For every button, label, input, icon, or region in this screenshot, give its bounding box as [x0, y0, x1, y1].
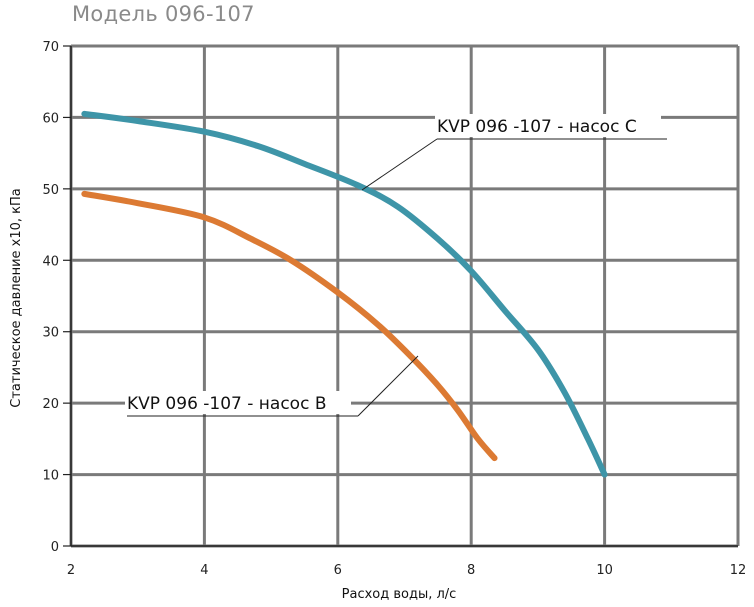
- y-axis-label: Статическое давление х10, кПа: [9, 188, 24, 408]
- series-line-0: [81, 110, 608, 478]
- y-tick-label: 20: [42, 397, 59, 412]
- annotation-bg: [435, 114, 661, 137]
- y-tick-label: 70: [42, 40, 59, 55]
- y-tick-label: 60: [42, 111, 59, 126]
- y-tick-label: 50: [42, 183, 59, 198]
- annotation-label: KVP 096 -107 - насос В: [127, 394, 327, 414]
- x-tick-label: 10: [596, 563, 613, 578]
- chart-title: Модель 096-107: [72, 2, 255, 26]
- y-tick-label: 30: [42, 326, 59, 341]
- annotation-label: KVP 096 -107 - насос С: [437, 117, 637, 137]
- tick-labels: 2 4 6 8 10 12 0 10 20 30 40 50 60 70: [42, 40, 746, 578]
- x-tick-label: 12: [730, 563, 747, 578]
- x-tick-label: 4: [200, 563, 208, 578]
- annotation-leader: [361, 138, 438, 191]
- y-tick-label: 0: [51, 540, 59, 555]
- x-axis-label: Расход воды, л/с: [342, 587, 457, 602]
- series-group: [81, 110, 608, 478]
- annotation-leader: [357, 355, 419, 417]
- series-line-1: [81, 190, 498, 462]
- x-tick-label: 6: [334, 563, 342, 578]
- x-tick-label: 2: [67, 563, 75, 578]
- annotations: KVP 096 -107 - насос С KVP 096 -107 - нас…: [125, 114, 667, 417]
- x-tick-label: 8: [467, 563, 475, 578]
- y-tick-label: 40: [42, 254, 59, 269]
- annotation-bg: [125, 391, 351, 414]
- y-tick-label: 10: [42, 469, 59, 484]
